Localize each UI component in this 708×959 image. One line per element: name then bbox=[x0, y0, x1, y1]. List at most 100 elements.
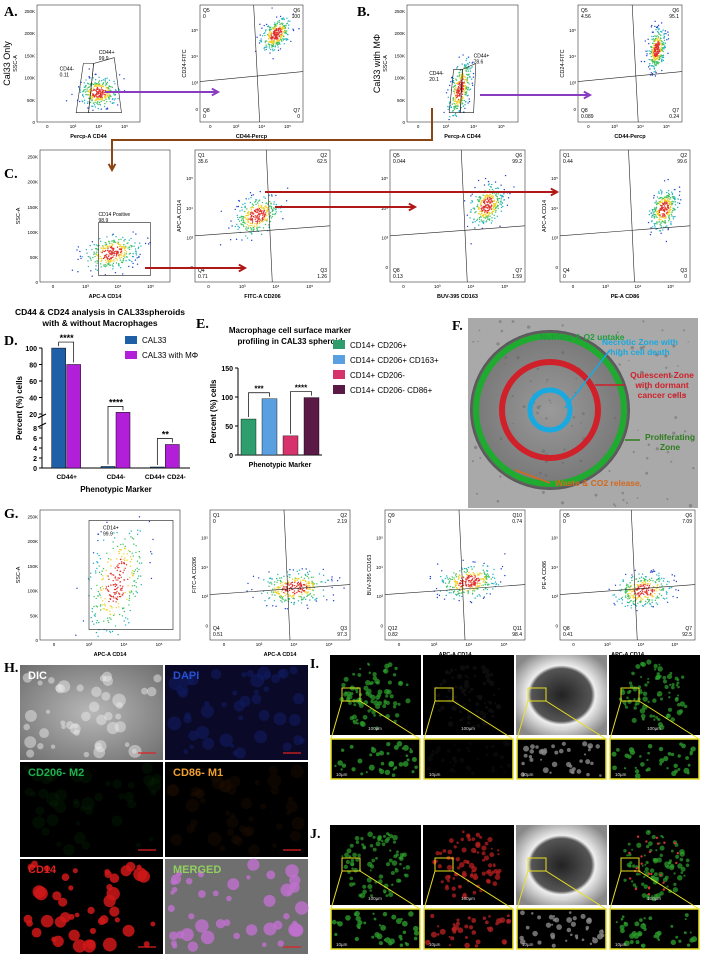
event-dot bbox=[307, 572, 308, 573]
event-dot bbox=[458, 72, 459, 73]
y-axis-label: APC-A CD14 bbox=[177, 200, 183, 232]
quadrant-value: 2.19 bbox=[337, 519, 347, 525]
event-dot bbox=[271, 217, 272, 218]
event-dot bbox=[667, 602, 668, 603]
event-dot bbox=[116, 254, 117, 255]
event-dot bbox=[658, 25, 659, 26]
event-dot bbox=[248, 198, 249, 199]
event-dot bbox=[296, 586, 297, 587]
event-dot bbox=[250, 219, 251, 220]
event-dot bbox=[126, 243, 127, 244]
cell bbox=[500, 765, 503, 768]
event-dot bbox=[112, 268, 113, 269]
event-dot bbox=[498, 584, 499, 585]
event-dot bbox=[267, 210, 268, 211]
event-dot bbox=[259, 24, 260, 25]
event-dot bbox=[293, 598, 294, 599]
event-dot bbox=[256, 217, 257, 218]
event-dot bbox=[133, 543, 134, 544]
event-dot bbox=[457, 94, 458, 95]
bar bbox=[262, 399, 277, 455]
y-tick-label: 0 bbox=[229, 453, 233, 460]
event-dot bbox=[119, 614, 120, 615]
event-dot bbox=[107, 87, 108, 88]
event-dot bbox=[461, 592, 462, 593]
event-dot bbox=[298, 584, 299, 585]
y-axis-label: FITC-A CD206 bbox=[192, 557, 198, 593]
cell bbox=[369, 753, 372, 756]
event-dot bbox=[109, 80, 110, 81]
zone-label: Zone bbox=[660, 442, 681, 452]
event-dot bbox=[652, 65, 653, 66]
event-dot bbox=[648, 590, 649, 591]
cell bbox=[436, 693, 440, 697]
cell bbox=[136, 842, 141, 847]
event-dot bbox=[118, 553, 119, 554]
event-dot bbox=[670, 201, 671, 202]
event-dot bbox=[661, 191, 662, 192]
event-dot bbox=[294, 580, 295, 581]
event-dot bbox=[265, 44, 266, 45]
event-dot bbox=[285, 608, 286, 609]
x-tick-label: 10⁵ bbox=[663, 124, 670, 129]
event-dot bbox=[662, 213, 663, 214]
y-tick-label: 0 bbox=[555, 265, 558, 270]
event-dot bbox=[462, 102, 463, 103]
event-dot bbox=[277, 587, 278, 588]
cell bbox=[340, 768, 342, 770]
event-dot bbox=[242, 224, 243, 225]
y-tick-label: 2 bbox=[33, 456, 37, 463]
event-dot bbox=[280, 211, 281, 212]
cell bbox=[454, 770, 456, 772]
texture bbox=[574, 392, 576, 394]
event-dot bbox=[651, 56, 652, 57]
event-dot bbox=[140, 575, 141, 576]
event-dot bbox=[487, 204, 488, 205]
event-dot bbox=[98, 85, 99, 86]
event-dot bbox=[661, 22, 662, 23]
event-dot bbox=[274, 24, 275, 25]
event-dot bbox=[644, 596, 645, 597]
event-dot bbox=[455, 87, 456, 88]
event-dot bbox=[108, 241, 109, 242]
event-dot bbox=[241, 209, 242, 210]
event-dot bbox=[82, 101, 83, 102]
event-dot bbox=[133, 573, 134, 574]
cell bbox=[283, 742, 292, 751]
event-dot bbox=[671, 587, 672, 588]
cell bbox=[633, 706, 637, 710]
event-dot bbox=[477, 204, 478, 205]
event-dot bbox=[298, 573, 299, 574]
event-dot bbox=[109, 253, 110, 254]
event-dot bbox=[470, 580, 471, 581]
event-dot bbox=[280, 585, 281, 586]
event-dot bbox=[679, 186, 680, 187]
event-dot bbox=[667, 53, 668, 54]
event-dot bbox=[78, 86, 79, 87]
cell bbox=[430, 753, 435, 758]
cell bbox=[493, 694, 495, 696]
cell bbox=[657, 666, 663, 672]
event-dot bbox=[457, 76, 458, 77]
event-dot bbox=[145, 243, 146, 244]
event-dot bbox=[283, 31, 284, 32]
cell bbox=[368, 693, 372, 697]
event-dot bbox=[114, 613, 115, 614]
event-dot bbox=[513, 186, 514, 187]
quadrant-line bbox=[390, 226, 525, 236]
event-dot bbox=[661, 205, 662, 206]
event-dot bbox=[450, 592, 451, 593]
event-dot bbox=[283, 587, 284, 588]
event-dot bbox=[660, 197, 661, 198]
quadrant-line bbox=[461, 150, 467, 282]
cell bbox=[406, 683, 409, 686]
event-dot bbox=[486, 215, 487, 216]
quadrant-value: 100 bbox=[292, 14, 301, 20]
event-dot bbox=[105, 262, 106, 263]
x-tick-label: 10⁵ bbox=[671, 642, 678, 647]
gate-value: 98.9 bbox=[99, 218, 109, 224]
event-dot bbox=[280, 580, 281, 581]
event-dot bbox=[282, 218, 283, 219]
event-dot bbox=[307, 583, 308, 584]
event-dot bbox=[130, 556, 131, 557]
